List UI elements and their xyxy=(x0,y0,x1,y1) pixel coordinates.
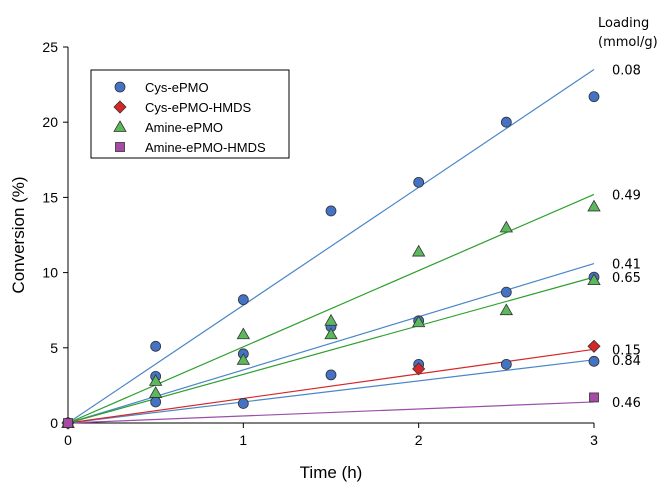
y-tick-label: 15 xyxy=(42,189,58,205)
loading-label: 0.08 xyxy=(612,64,641,79)
data-point xyxy=(499,220,514,233)
data-point xyxy=(325,205,337,217)
x-tick-label: 1 xyxy=(239,432,247,448)
y-tick-label: 20 xyxy=(42,114,58,130)
x-tick-label: 2 xyxy=(415,432,423,448)
data-point xyxy=(236,327,251,340)
data-point xyxy=(324,313,338,326)
data-point xyxy=(63,418,73,428)
loading-title-line-2: (mmol/g) xyxy=(598,35,658,50)
data-point xyxy=(411,244,426,257)
y-tick-label: 0 xyxy=(50,415,58,431)
fit-line xyxy=(67,69,595,424)
legend-marker xyxy=(113,120,127,132)
y-tick-label: 25 xyxy=(42,39,58,55)
loading-labels: 0.08 0.41 0.840.15 0.49 0.65 0.46 xyxy=(612,64,641,411)
fit-line xyxy=(67,193,595,424)
legend-label: Amine-ePMO xyxy=(145,120,223,135)
data-point xyxy=(588,91,600,103)
plot-area: 0 1 2 3 0 5 10 15 20 25 xyxy=(42,39,601,448)
data-point xyxy=(587,273,601,286)
data-point xyxy=(587,199,601,212)
legend-marker xyxy=(114,81,126,93)
loading-label: 0.15 xyxy=(612,343,641,358)
x-tick-label: 3 xyxy=(590,432,598,448)
data-point xyxy=(413,176,425,188)
fit-line xyxy=(67,359,595,424)
data-point xyxy=(412,362,426,376)
data-point xyxy=(500,116,512,128)
loading-label: 0.46 xyxy=(612,396,641,411)
x-axis-title: Time (h) xyxy=(300,463,363,482)
data-point xyxy=(148,386,163,398)
data-point xyxy=(237,398,249,409)
loading-label: 0.49 xyxy=(612,188,641,203)
y-axis-title: Conversion (%) xyxy=(9,176,28,293)
loading-label: 0.65 xyxy=(612,271,641,286)
legend-marker xyxy=(115,142,125,152)
data-point xyxy=(500,358,512,370)
legend-items: Cys-ePMO Cys-ePMO-HMDS Amine-ePMO Amine-ePM… xyxy=(113,80,266,155)
legend-label: Cys-ePMO xyxy=(145,80,209,95)
data-point xyxy=(589,392,599,403)
data-point xyxy=(150,340,162,352)
fit-line xyxy=(67,276,595,424)
data-point xyxy=(588,355,600,367)
fit-line xyxy=(67,401,595,424)
axis-ticks: 0 1 2 3 0 5 10 15 20 25 xyxy=(42,39,598,448)
fit-line xyxy=(67,263,595,424)
data-point xyxy=(237,294,249,306)
legend: Cys-ePMO Cys-ePMO-HMDS Amine-ePMO Amine-ePM… xyxy=(90,69,290,159)
legend-marker xyxy=(113,100,127,114)
data-point xyxy=(148,374,163,386)
data-point xyxy=(324,327,338,340)
data-markers xyxy=(61,91,601,430)
data-point xyxy=(500,286,512,298)
legend-label: Cys-ePMO-HMDS xyxy=(145,100,251,115)
data-point xyxy=(325,369,337,381)
y-tick-label: 10 xyxy=(42,265,58,281)
x-tick-label: 0 xyxy=(64,432,72,448)
data-point xyxy=(499,303,514,316)
data-point xyxy=(587,339,601,353)
data-point xyxy=(236,353,251,365)
loading-label: 0.41 xyxy=(612,258,641,273)
y-tick-label: 5 xyxy=(50,340,58,356)
data-point xyxy=(150,396,162,408)
data-point xyxy=(411,315,426,328)
loading-label: 0.84 xyxy=(612,354,641,369)
loading-title-line-1: Loading xyxy=(598,16,649,31)
legend-label: Amine-ePMO-HMDS xyxy=(145,140,266,155)
